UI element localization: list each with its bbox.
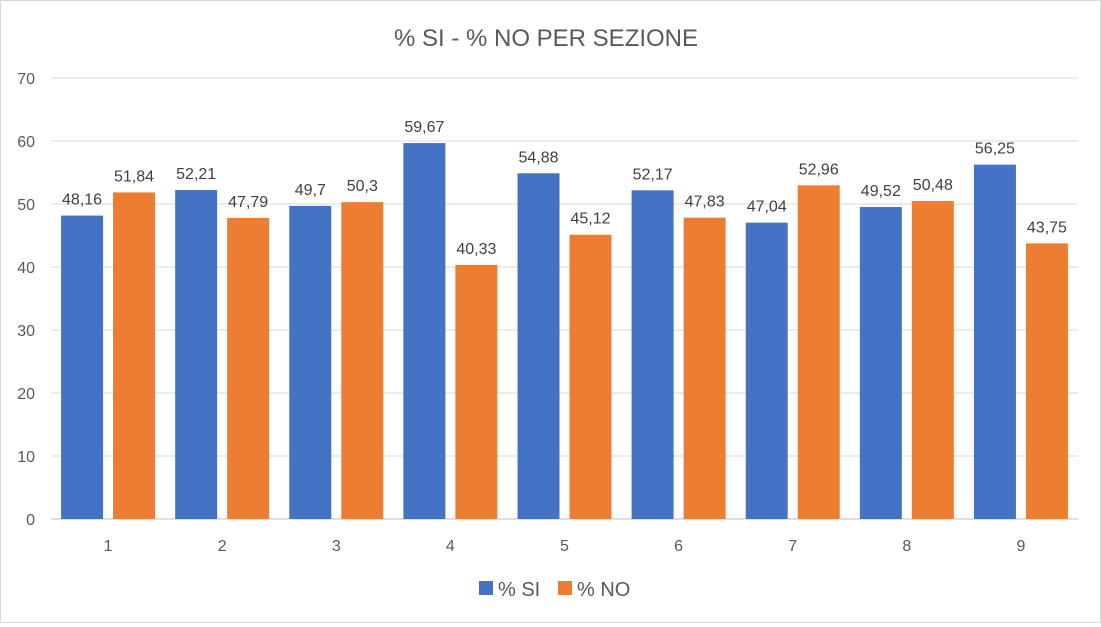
data-label: 48,16 (62, 192, 102, 209)
data-label: 50,3 (347, 178, 378, 195)
bar-no-3 (341, 202, 384, 520)
bar-no-6 (683, 217, 726, 519)
y-tick-label: 50 (17, 197, 35, 214)
data-label: 47,79 (228, 194, 268, 211)
data-label: 59,67 (404, 119, 444, 136)
x-tick-label: 8 (902, 538, 911, 555)
x-tick-label: 1 (104, 538, 113, 555)
data-label: 52,96 (799, 161, 839, 178)
bar-no-1 (113, 192, 156, 519)
y-tick-label: 10 (17, 449, 35, 466)
data-label: 50,48 (913, 177, 953, 194)
chart-title: % SI - % NO PER SEZIONE (394, 25, 698, 52)
data-label: 43,75 (1027, 219, 1067, 236)
gridlines (51, 77, 1078, 520)
legend-label-si: % SI (498, 579, 540, 601)
x-tick-label: 5 (560, 538, 569, 555)
legend-swatch-no (558, 581, 572, 595)
bar-no-5 (569, 234, 612, 519)
x-tick-label: 2 (218, 538, 227, 555)
bar-si-1 (61, 215, 104, 520)
data-label: 52,17 (633, 166, 673, 183)
bar-si-2 (175, 190, 218, 519)
bar-si-8 (859, 207, 902, 520)
bar-si-4 (403, 143, 446, 520)
y-tick-label: 20 (17, 386, 35, 403)
data-label: 54,88 (518, 149, 558, 166)
x-tick-label: 7 (788, 538, 797, 555)
data-label: 51,84 (114, 168, 154, 185)
data-label: 47,04 (747, 199, 787, 216)
x-tick-label: 3 (332, 538, 341, 555)
legend-swatch-si (479, 581, 493, 595)
bar-no-8 (911, 200, 954, 519)
y-tick-label: 40 (17, 260, 35, 277)
bar-no-9 (1025, 243, 1068, 519)
data-labels: 48,16 51,84 52,21 47,79 49,7 50,3 59,67 40,33 54… (62, 119, 1067, 258)
data-label: 40,33 (456, 241, 496, 258)
data-label: 45,12 (570, 211, 610, 228)
data-label: 52,21 (176, 166, 216, 183)
y-axis-ticks: 0 10 20 30 40 50 60 70 (17, 71, 35, 529)
bar-si-5 (517, 173, 560, 520)
y-tick-label: 60 (17, 134, 35, 151)
bar-si-7 (745, 222, 788, 519)
bar-no-2 (227, 217, 270, 519)
x-axis-ticks: 1 2 3 4 5 6 7 8 9 (104, 538, 1026, 555)
legend: % SI % NO (479, 579, 630, 601)
data-label: 47,83 (685, 194, 725, 211)
data-label: 56,25 (975, 141, 1015, 158)
bar-si-3 (289, 205, 332, 519)
y-tick-label: 70 (17, 71, 35, 88)
x-tick-label: 6 (674, 538, 683, 555)
y-tick-label: 30 (17, 323, 35, 340)
legend-label-no: % NO (577, 579, 630, 601)
data-label: 49,7 (295, 182, 326, 199)
bar-si-6 (631, 190, 674, 520)
y-tick-label: 0 (26, 512, 35, 529)
bar-si-9 (973, 164, 1016, 519)
bar-no-7 (797, 185, 840, 520)
bars (61, 143, 1068, 520)
data-label: 49,52 (861, 183, 901, 200)
x-tick-label: 4 (446, 538, 455, 555)
bar-no-4 (455, 264, 498, 519)
x-tick-label: 9 (1016, 538, 1025, 555)
